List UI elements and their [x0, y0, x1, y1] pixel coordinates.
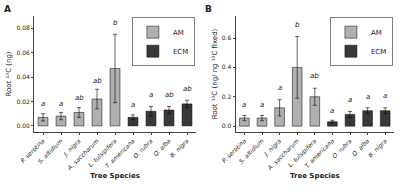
svg-text:T. americana: T. americana [104, 137, 136, 169]
svg-text:0.00: 0.00 [16, 122, 30, 129]
svg-text:a: a [131, 101, 135, 109]
svg-text:Q. alba: Q. alba [350, 137, 370, 157]
svg-text:0.4: 0.4 [222, 63, 232, 70]
svg-text:a: a [149, 91, 153, 99]
svg-text:B. nigra: B. nigra [168, 137, 190, 159]
svg-text:A: A [4, 4, 11, 14]
svg-text:Q. alba: Q. alba [152, 137, 172, 157]
svg-text:a: a [41, 100, 45, 108]
svg-text:B. nigra: B. nigra [367, 137, 389, 159]
svg-text:ab: ab [75, 94, 84, 102]
svg-text:0.2: 0.2 [222, 93, 232, 100]
svg-text:a: a [278, 84, 282, 92]
svg-text:ab: ab [183, 85, 192, 93]
svg-text:AM: AM [371, 29, 382, 37]
svg-text:ab: ab [310, 72, 319, 80]
svg-text:a: a [366, 93, 370, 101]
svg-text:O. rubra: O. rubra [331, 137, 354, 160]
svg-text:a: a [242, 101, 246, 109]
svg-text:ECM: ECM [173, 48, 188, 56]
svg-text:B: B [205, 4, 212, 14]
svg-text:0.06: 0.06 [16, 49, 30, 56]
svg-text:P. serotina: P. serotina [220, 137, 247, 164]
svg-text:Tree Species: Tree Species [290, 172, 340, 180]
svg-text:a: a [59, 100, 63, 108]
svg-text:0.02: 0.02 [16, 98, 30, 105]
svg-text:S. altidium: S. altidium [36, 137, 64, 165]
svg-text:a: a [348, 96, 352, 104]
svg-text:b: b [295, 21, 300, 29]
svg-text:a: a [260, 101, 264, 109]
svg-text:a: a [383, 92, 387, 100]
svg-text:S. altidium: S. altidium [237, 137, 265, 165]
svg-text:J. nigra: J. nigra [61, 137, 82, 158]
svg-text:Root ¹³C (ng): Root ¹³C (ng) [5, 51, 13, 96]
svg-text:T. americana: T. americana [303, 137, 335, 169]
svg-text:ECM: ECM [371, 48, 386, 56]
svg-text:0.0: 0.0 [222, 122, 232, 129]
svg-text:ab: ab [165, 91, 174, 99]
svg-text:P. serotina: P. serotina [19, 137, 46, 164]
svg-text:J. nigra: J. nigra [262, 137, 283, 158]
svg-text:A. saccharum: A. saccharum [265, 137, 300, 172]
svg-text:AM: AM [173, 29, 184, 37]
svg-text:O. rubra: O. rubra [132, 137, 155, 160]
svg-text:0.08: 0.08 [16, 24, 30, 31]
svg-text:a: a [330, 107, 334, 115]
svg-text:L. tulsipifera: L. tulsipifera [286, 137, 318, 169]
svg-text:A. saccharum: A. saccharum [65, 137, 100, 172]
svg-text:0.04: 0.04 [16, 73, 30, 80]
svg-text:Tree Species: Tree Species [90, 172, 140, 180]
svg-text:L. tulsipifera: L. tulsipifera [87, 137, 119, 169]
svg-text:ab: ab [93, 77, 102, 85]
svg-text:b: b [113, 19, 118, 27]
svg-text:0.6: 0.6 [222, 34, 232, 41]
svg-text:Root ¹³C (ng/ ng ¹³C fixed): Root ¹³C (ng/ ng ¹³C fixed) [211, 28, 219, 119]
